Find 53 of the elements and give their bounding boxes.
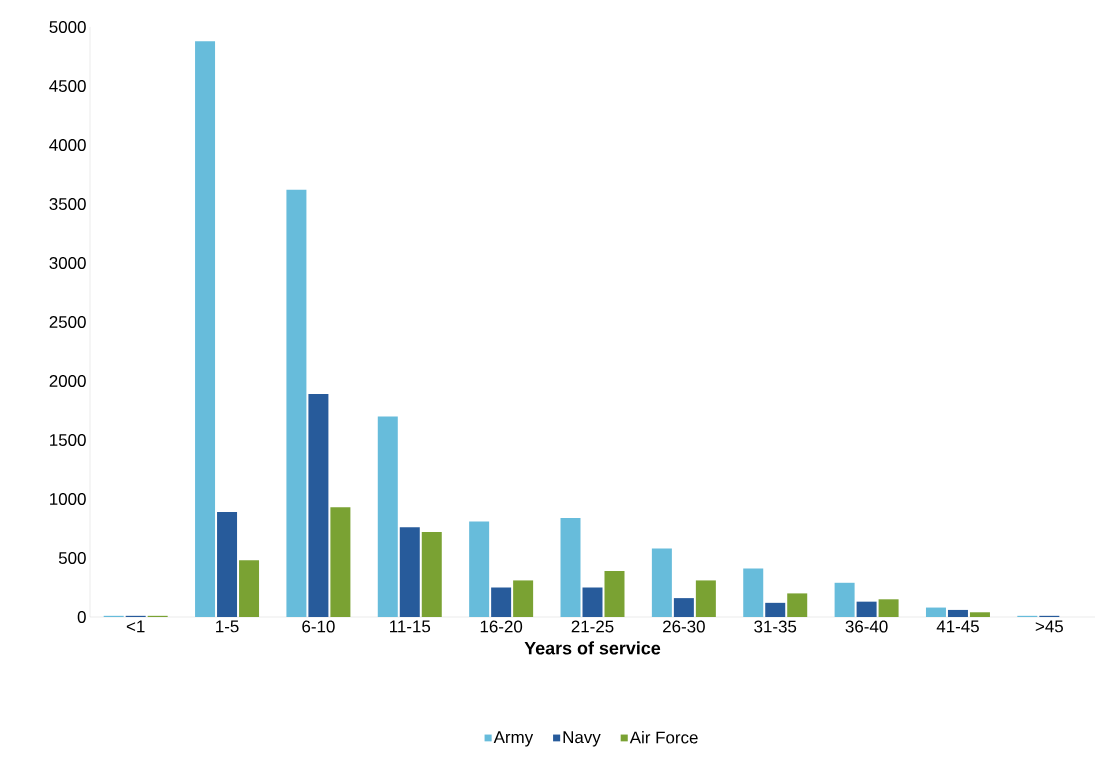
y-tick-label: 500 [58, 552, 86, 564]
bar [651, 548, 672, 617]
bar [582, 587, 603, 617]
y-tick-label: 1500 [50, 434, 86, 446]
x-tick-label: <1 [126, 620, 145, 633]
x-axis-title: Years of service [524, 641, 661, 655]
bar [308, 393, 329, 617]
bar [491, 587, 512, 617]
x-tick-label: 41-45 [936, 620, 979, 633]
y-tick-label: 2500 [49, 316, 86, 328]
x-tick-label: 26-30 [663, 620, 705, 633]
bar [377, 416, 398, 617]
x-tick-label: 1-5 [216, 620, 239, 633]
bar [969, 612, 990, 617]
y-tick-label: 2000 [49, 375, 86, 387]
y-tick-label: 4000 [49, 139, 86, 151]
bar [878, 599, 899, 617]
x-tick-label: 11-15 [390, 620, 431, 633]
y-tick-label: 5000 [49, 21, 86, 33]
bar [743, 568, 764, 617]
bar [421, 532, 442, 617]
x-tick-label: >45 [1035, 620, 1063, 633]
bar [673, 598, 694, 617]
x-tick-label: 21-25 [571, 620, 614, 633]
x-tick-label: 6-10 [302, 620, 335, 633]
bar [513, 580, 534, 617]
bar [195, 41, 216, 617]
bar [695, 580, 716, 617]
y-tick-label: 1000 [50, 493, 86, 505]
legend-label: Air Force [629, 731, 698, 744]
bar [947, 609, 968, 617]
legend-label: Army [493, 731, 534, 747]
bar [925, 607, 946, 617]
y-tick-label: 0 [77, 611, 86, 623]
bar [286, 189, 307, 617]
bar [217, 511, 238, 617]
y-tick-label: 3000 [49, 257, 86, 269]
bar [469, 521, 490, 617]
y-tick-label: 4500 [49, 80, 86, 92]
bar [604, 570, 625, 617]
y-tick-label: 3500 [49, 198, 86, 210]
bar [834, 582, 855, 617]
bar [856, 601, 877, 617]
bar [239, 560, 260, 617]
bar [330, 507, 351, 617]
x-tick-label: 31-35 [754, 620, 797, 633]
bar [787, 593, 808, 617]
legend-label: Navy [563, 731, 601, 747]
bar [399, 527, 420, 617]
bar [560, 517, 581, 617]
bar [765, 602, 786, 617]
x-tick-label: 16-20 [480, 620, 523, 633]
x-tick-label: 36-40 [845, 620, 888, 633]
